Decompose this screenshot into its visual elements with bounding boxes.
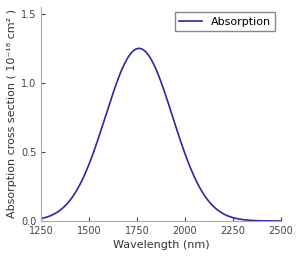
Absorption	[150, 58, 153, 61]
Absorption	[272, 219, 275, 223]
Absorption	[156, 72, 160, 75]
Line: Absorption: Absorption	[41, 48, 281, 221]
Absorption	[52, 213, 56, 216]
Absorption	[40, 217, 43, 220]
Legend: Absorption: Absorption	[175, 13, 275, 31]
X-axis label: Wavelength (nm): Wavelength (nm)	[113, 240, 209, 250]
Absorption	[228, 215, 232, 218]
Absorption	[272, 219, 276, 223]
Absorption	[279, 219, 283, 223]
Absorption	[137, 47, 141, 50]
Y-axis label: Absorption cross section ( 10⁻¹⁸ cm² ): Absorption cross section ( 10⁻¹⁸ cm² )	[7, 10, 17, 218]
